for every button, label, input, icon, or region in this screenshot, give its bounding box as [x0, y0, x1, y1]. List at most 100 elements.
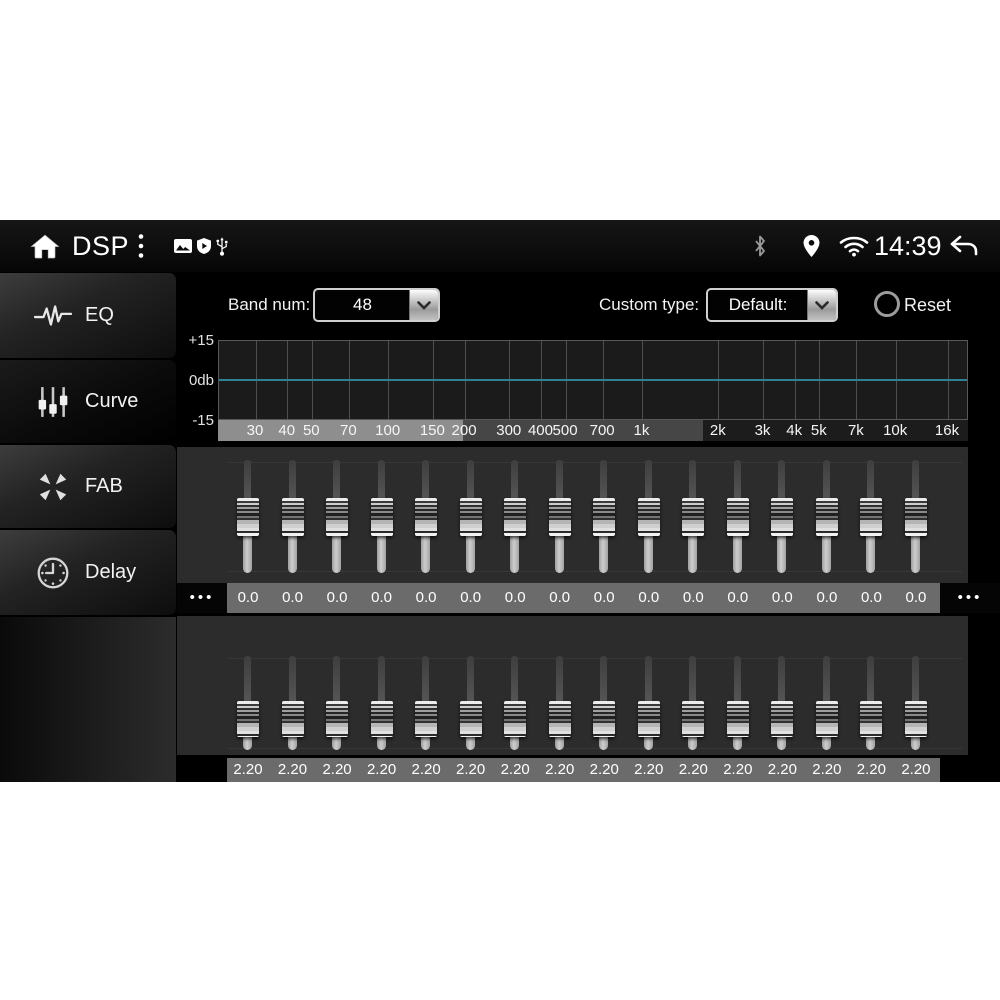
q-slider[interactable] [858, 656, 884, 750]
q-slider[interactable] [680, 656, 706, 750]
q-slider[interactable] [458, 656, 484, 750]
slider-thumb[interactable] [726, 497, 749, 536]
slider-track-lower [376, 530, 386, 573]
back-icon[interactable] [948, 235, 980, 257]
slider-thumb[interactable] [860, 701, 883, 738]
custom-type-dropdown[interactable]: Default: [706, 288, 838, 322]
slider-thumb[interactable] [459, 701, 482, 738]
slider-thumb[interactable] [281, 497, 304, 536]
sidebar-item-fab[interactable]: FAB [0, 445, 176, 528]
sidebar-item-curve[interactable]: Curve [0, 360, 176, 443]
gain-slider[interactable] [502, 460, 528, 573]
q-slider[interactable] [502, 656, 528, 750]
q-slider[interactable] [324, 656, 350, 750]
q-slider[interactable] [903, 656, 929, 750]
gain-slider[interactable] [680, 460, 706, 573]
slider-thumb[interactable] [504, 701, 527, 738]
slider-thumb[interactable] [726, 701, 749, 738]
gain-slider[interactable] [458, 460, 484, 573]
q-slider[interactable] [369, 656, 395, 750]
gain-value: 0.0 [237, 589, 259, 606]
slider-thumb[interactable] [548, 497, 571, 536]
slider-track-upper [511, 656, 519, 707]
gain-value: 0.0 [326, 589, 348, 606]
gain-slider[interactable] [591, 460, 617, 573]
prev-bands-button[interactable]: ••• [177, 583, 227, 613]
slider-thumb[interactable] [637, 701, 660, 738]
slider-thumb[interactable] [281, 701, 304, 738]
slider-thumb[interactable] [370, 497, 393, 536]
slider-thumb[interactable] [682, 701, 705, 738]
gain-slider[interactable] [547, 460, 573, 573]
slider-thumb[interactable] [815, 701, 838, 738]
slider-thumb[interactable] [415, 701, 438, 738]
chevron-down-icon[interactable] [409, 290, 438, 320]
slider-thumb[interactable] [682, 497, 705, 536]
slider-thumb[interactable] [326, 701, 349, 738]
gain-slider[interactable] [235, 460, 261, 573]
slider-thumb[interactable] [459, 497, 482, 536]
slider-thumb[interactable] [904, 701, 927, 738]
slider-thumb[interactable] [771, 701, 794, 738]
slider-thumb[interactable] [593, 497, 616, 536]
q-slider[interactable] [547, 656, 573, 750]
slider-thumb[interactable] [504, 497, 527, 536]
freq-tick-label: 5k [810, 422, 827, 439]
slider-thumb[interactable] [237, 497, 259, 536]
slider-thumb[interactable] [593, 701, 616, 738]
gain-slider[interactable] [369, 460, 395, 573]
panel-gridline [229, 571, 962, 572]
gain-slider[interactable] [413, 460, 439, 573]
slider-thumb[interactable] [815, 497, 838, 536]
q-values-row: 2.20 2.20 2.20 2.20 2.20 2.20 2.20 2.20 2.20 2.20… [227, 758, 940, 782]
q-slider[interactable] [636, 656, 662, 750]
slider-thumb[interactable] [326, 497, 349, 536]
gain-slider[interactable] [769, 460, 795, 573]
slider-thumb[interactable] [771, 497, 794, 536]
q-value: 2.20 [322, 761, 352, 778]
slider-track-lower [777, 530, 787, 573]
gain-slider[interactable] [903, 460, 929, 573]
chevron-down-icon[interactable] [807, 290, 836, 320]
overflow-menu-icon[interactable] [136, 233, 146, 259]
next-bands-button[interactable]: ••• [940, 583, 1000, 613]
slider-thumb[interactable] [860, 497, 883, 536]
sidebar-item-eq[interactable]: EQ [0, 273, 176, 358]
gain-slider[interactable] [814, 460, 840, 573]
reset-radio[interactable] [874, 291, 900, 317]
q-slider[interactable] [591, 656, 617, 750]
slider-thumb[interactable] [548, 701, 571, 738]
q-slider[interactable] [769, 656, 795, 750]
slider-track-upper [333, 656, 341, 707]
slider-track-lower [910, 732, 920, 750]
q-slider[interactable] [235, 656, 261, 750]
slider-track-lower [599, 732, 609, 750]
gain-slider[interactable] [636, 460, 662, 573]
slider-thumb[interactable] [637, 497, 660, 536]
gain-slider[interactable] [324, 460, 350, 573]
slider-track-lower [732, 732, 742, 750]
slider-thumb[interactable] [415, 497, 438, 536]
gain-value: 0.0 [593, 589, 615, 606]
slider-track-upper [689, 656, 697, 707]
home-icon[interactable] [28, 233, 62, 259]
slider-thumb[interactable] [237, 701, 259, 738]
gain-slider[interactable] [858, 460, 884, 573]
location-icon[interactable] [803, 235, 820, 257]
band-num-dropdown[interactable]: 48 [313, 288, 440, 322]
q-slider[interactable] [725, 656, 751, 750]
q-value: 2.20 [589, 761, 619, 778]
q-slider[interactable] [814, 656, 840, 750]
slider-thumb[interactable] [904, 497, 927, 536]
slider-track-upper [422, 656, 430, 707]
slider-track-upper [733, 460, 741, 503]
q-slider[interactable] [413, 656, 439, 750]
sidebar-item-delay[interactable]: Delay [0, 530, 176, 615]
q-slider[interactable] [280, 656, 306, 750]
gain-slider[interactable] [280, 460, 306, 573]
slider-track-upper [600, 460, 608, 503]
reset-label[interactable]: Reset [904, 295, 952, 315]
slider-thumb[interactable] [370, 701, 393, 738]
slider-track-lower [599, 530, 609, 573]
gain-slider[interactable] [725, 460, 751, 573]
